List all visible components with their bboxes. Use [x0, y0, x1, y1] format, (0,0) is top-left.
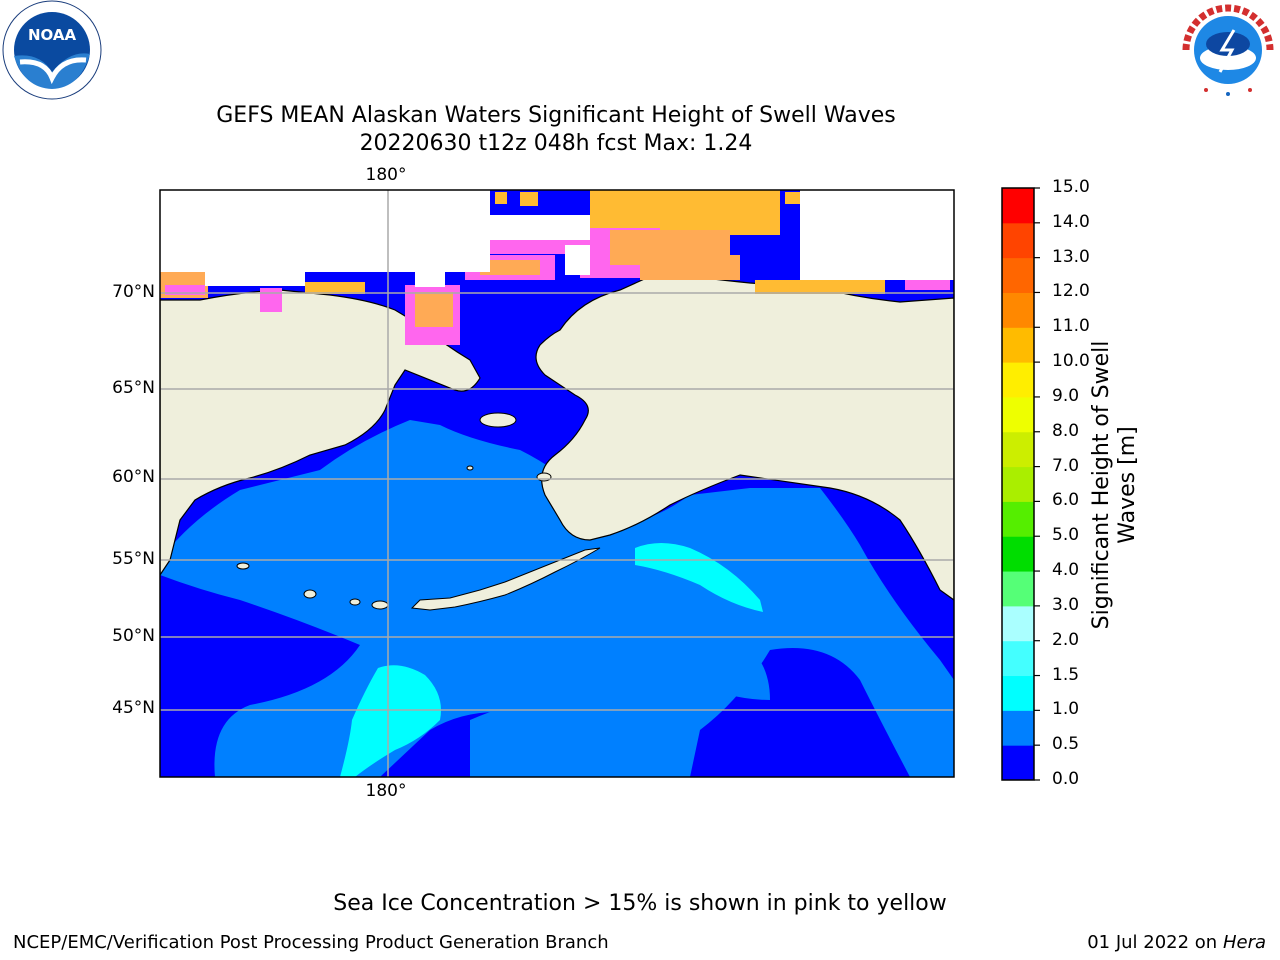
colorbar-tick-label: 1.5	[1052, 664, 1080, 685]
colorbar-segment	[1002, 188, 1034, 224]
colorbar-segment	[1002, 605, 1034, 642]
lon-label-top: 180°	[365, 165, 407, 185]
swell-band-0.5-1.0	[575, 622, 770, 700]
colorbar-segment	[1002, 675, 1034, 711]
colorbar-tick-label: 1.0	[1052, 699, 1080, 720]
colorbar-title: Significant Height of Swell Waves [m]	[1089, 340, 1140, 630]
colorbar-segment	[1002, 362, 1034, 398]
lat-label-70: 70°N	[112, 282, 155, 302]
footer-date-text: 01 Jul 2022 on	[1087, 932, 1223, 953]
lat-label-45: 45°N	[112, 698, 155, 718]
map-title: GEFS MEAN Alaskan Waters Significant Hei…	[216, 103, 896, 128]
lat-label-65: 65°N	[112, 378, 155, 398]
footer-date: 01 Jul 2022 on Hera	[1087, 932, 1266, 953]
colorbar-tick-label: 8.0	[1052, 420, 1080, 441]
swell-band-1.0-1.5	[340, 665, 441, 777]
colorbar-segment	[1002, 431, 1034, 468]
map-subtitle: 20220630 t12z 048h fcst Max: 1.24	[359, 131, 753, 156]
lat-label-60: 60°N	[112, 467, 155, 487]
colorbar-tick-label: 14.0	[1052, 211, 1090, 232]
map-frame	[159, 189, 955, 778]
lat-label-55: 55°N	[112, 549, 155, 569]
colorbar-tick-label: 11.0	[1052, 316, 1090, 337]
colorbar-tick-label: 5.0	[1052, 525, 1080, 546]
colorbar-segment	[1002, 327, 1034, 363]
colorbar-segment	[1002, 640, 1034, 677]
colorbar-segment	[1002, 257, 1034, 293]
lon-label-bottom: 180°	[365, 781, 407, 801]
colorbar-tick-label: 0.5	[1052, 734, 1080, 755]
footer-host: Hera	[1222, 932, 1266, 953]
colorbar-segment	[1002, 745, 1034, 781]
colorbar-tick-label: 0.0	[1052, 769, 1080, 789]
colorbar-tick-label: 9.0	[1052, 385, 1080, 406]
colorbar-segment	[1002, 710, 1034, 746]
colorbar-frame	[1001, 187, 1035, 781]
swell-band-0.5-1.0	[160, 420, 954, 777]
colorbar-tick-label: 15.0	[1052, 177, 1090, 197]
colorbar-tick-label: 3.0	[1052, 594, 1080, 615]
colorbar-segment	[1002, 501, 1034, 537]
noaa-logo-text: NOAA	[28, 26, 77, 44]
map-grid	[160, 190, 954, 777]
colorbar-segment	[1002, 396, 1034, 433]
colorbar-tick-label: 4.0	[1052, 560, 1080, 581]
colorbar-tick-label: 13.0	[1052, 246, 1090, 267]
lat-label-50: 50°N	[112, 626, 155, 646]
colorbar-tick-label: 7.0	[1052, 455, 1080, 476]
colorbar-segment	[1002, 466, 1034, 502]
colorbar	[1002, 187, 1040, 781]
colorbar-segment	[1002, 536, 1034, 572]
no-data-areas	[160, 190, 954, 287]
colorbar-tick-label: 12.0	[1052, 281, 1090, 302]
footer-branch: NCEP/EMC/Verification Post Processing Pr…	[13, 932, 609, 953]
colorbar-segment	[1002, 571, 1034, 607]
swell-band-0.5-1.0	[470, 690, 690, 777]
map-area	[160, 190, 954, 777]
colorbar-segment	[1002, 222, 1034, 259]
colorbar-tick-label: 10.0	[1052, 351, 1090, 372]
land-russia	[160, 289, 481, 577]
colorbar-tick-label: 2.0	[1052, 629, 1080, 650]
aleutian-islands	[236, 547, 601, 611]
colorbar-tick-label: 6.0	[1052, 490, 1080, 511]
nws-logo	[1180, 2, 1276, 98]
colorbar-segment	[1002, 292, 1034, 328]
sea-ice-note: Sea Ice Concentration > 15% is shown in …	[333, 891, 947, 916]
noaa-logo: NOAA	[2, 0, 102, 100]
